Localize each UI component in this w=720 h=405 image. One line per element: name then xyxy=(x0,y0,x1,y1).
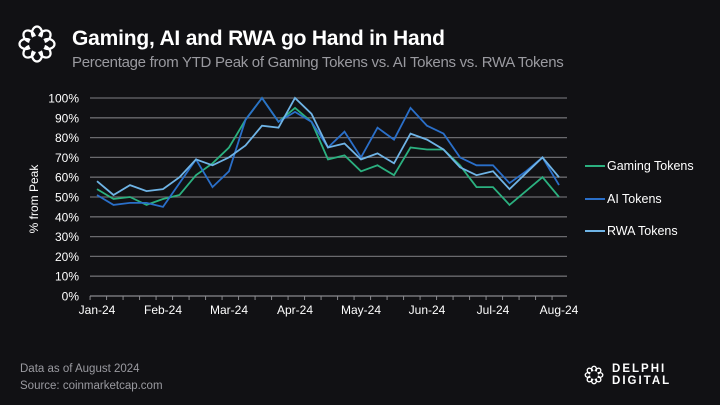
series-lines xyxy=(96,96,560,208)
data-date-note: Data as of August 2024 xyxy=(20,363,140,375)
legend-swatch-ai xyxy=(585,197,605,200)
y-axis-ticks: 0% 10% 20% 30% 40% 50% 60% 70% 80% 90% 100% xyxy=(48,92,79,304)
y-tick-label: 90% xyxy=(55,111,79,125)
y-tick-label: 100% xyxy=(48,92,79,106)
x-tick-label: Feb-24 xyxy=(144,303,182,317)
legend-label-ai: AI Tokens xyxy=(607,191,662,206)
brand-mark: DELPHI DIGITAL xyxy=(584,363,720,387)
footer-notes: Data as of August 2024 Source: coinmarke… xyxy=(20,361,163,395)
x-tick-label: Aug-24 xyxy=(540,303,579,317)
x-axis xyxy=(89,295,567,300)
legend: Gaming Tokens AI Tokens RWA Tokens xyxy=(585,150,694,248)
y-axis-label: % from Peak xyxy=(27,164,41,234)
delphi-logo-icon xyxy=(18,25,56,63)
y-tick-label: 80% xyxy=(55,131,79,145)
x-tick-label: Jan-24 xyxy=(79,303,116,317)
legend-swatch-rwa xyxy=(585,230,605,233)
legend-label-gaming: Gaming Tokens xyxy=(607,159,694,174)
source-note: Source: coinmarketcap.com xyxy=(20,380,163,392)
y-tick-label: 40% xyxy=(55,210,79,224)
legend-swatch-gaming xyxy=(585,165,605,168)
x-tick-label: Jul-24 xyxy=(477,303,510,317)
legend-label-rwa: RWA Tokens xyxy=(607,224,678,239)
y-tick-label: 10% xyxy=(55,270,79,284)
x-axis-ticks: Jan-24 Feb-24 Mar-24 Apr-24 May-24 Jun-24 Jul-… xyxy=(79,303,579,317)
x-tick-label: Jun-24 xyxy=(409,303,446,317)
y-tick-label: 50% xyxy=(55,191,79,205)
delphi-brand-icon xyxy=(584,365,604,385)
y-tick-label: 0% xyxy=(62,290,80,304)
x-tick-label: May-24 xyxy=(341,303,381,317)
legend-item-ai: AI Tokens xyxy=(585,183,694,216)
x-tick-label: Apr-24 xyxy=(277,303,313,317)
chart-title: Gaming, AI and RWA go Hand in Hand xyxy=(72,27,445,50)
chart-subtitle: Percentage from YTD Peak of Gaming Token… xyxy=(72,54,564,71)
y-tick-label: 60% xyxy=(55,171,79,185)
series-line-rwa-tokens xyxy=(96,96,560,197)
y-tick-label: 70% xyxy=(55,151,79,165)
brand-name: DELPHI DIGITAL xyxy=(612,363,672,387)
series-line-ai-tokens xyxy=(96,96,560,208)
y-tick-label: 20% xyxy=(55,250,79,264)
series-line-gaming-tokens xyxy=(96,96,560,207)
gridlines xyxy=(90,97,567,277)
legend-item-gaming: Gaming Tokens xyxy=(585,150,694,183)
legend-item-rwa: RWA Tokens xyxy=(585,215,694,248)
y-tick-label: 30% xyxy=(55,230,79,244)
x-tick-label: Mar-24 xyxy=(210,303,248,317)
